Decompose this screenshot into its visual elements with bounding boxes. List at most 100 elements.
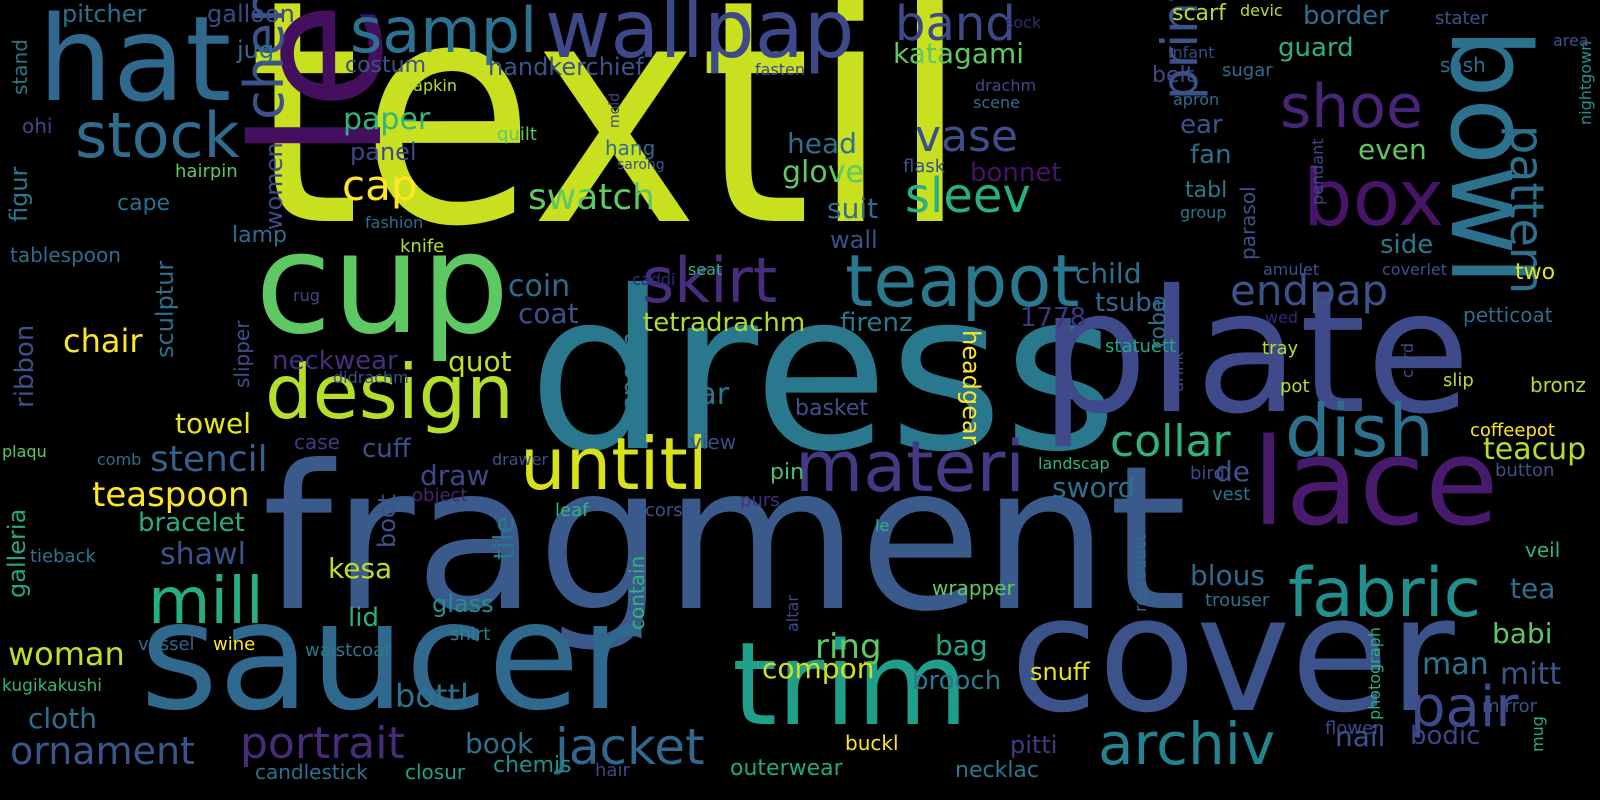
word: side [1380,230,1434,260]
word: altar [783,595,802,632]
word: babi [1492,617,1553,650]
word: hair [595,760,630,781]
word: basket [795,396,869,421]
word: case [294,430,340,454]
word: cap [342,161,418,210]
word: blous [1190,559,1266,592]
word: lid [348,603,379,633]
word: bonnet [970,158,1062,188]
word: jug [237,36,275,64]
word: wallpap [545,0,855,76]
word: nightgown [1576,40,1595,125]
word: vase [915,111,1018,162]
word: reproduct [1131,534,1150,612]
word: bracelet [138,508,245,538]
word: head [787,127,857,160]
word: coffeepot [1470,420,1555,441]
word: sash [1440,53,1486,77]
word: galloon [207,0,295,28]
word: sword [1052,471,1136,504]
word: ornament [10,729,195,773]
word: flask [903,156,946,177]
word: pitcher [62,0,147,28]
word: tabl [1185,178,1228,203]
word: pendant [1308,138,1327,205]
word: shawl [160,537,246,572]
word: stand [8,39,32,95]
word: swatch [528,177,655,218]
word: bronz [1530,373,1586,397]
word: ribbon [10,324,40,408]
word: contain [625,555,649,630]
word: drachm [975,76,1037,95]
word: didrachm [333,368,409,387]
word: pair [1410,675,1519,740]
word: teapot [845,239,1080,323]
word: cup [255,203,510,366]
word: group [1180,203,1227,222]
word: band [895,0,1016,52]
word: trouser [1205,590,1270,611]
word: plate [1040,254,1471,452]
word: sampl [350,0,538,67]
word: quilt [497,124,537,145]
word: hairpin [175,161,238,182]
word: tea [1510,572,1556,605]
word: costum [345,53,427,78]
word: sugar [1222,60,1273,81]
word: tieback [30,546,96,567]
word: child [1075,257,1142,290]
word: sleev [905,168,1031,224]
word: archiv [1098,710,1276,778]
word: fabric [1288,554,1482,633]
word: women [260,142,288,230]
word: sarong [617,157,665,173]
word: bird [1190,463,1225,484]
word: shoe [1280,72,1423,142]
word: stater [1435,8,1488,29]
word: waistcoat [305,640,392,661]
word: teaspoon [92,475,250,515]
word: view [690,430,737,454]
word: photograph [1365,627,1384,720]
word: tetradrachm [643,308,806,338]
word: lamp [232,223,287,248]
word: mitt [1500,657,1562,692]
word: sock [1005,13,1042,32]
word: purs [740,490,780,511]
word: untitl [520,422,708,506]
word: figur [5,166,33,222]
word: fashion [365,213,424,232]
word: tile [487,516,520,560]
word: box [1303,154,1444,244]
word: coat [518,297,579,330]
word: snuff [1030,658,1090,686]
word: landscap [1038,454,1110,473]
word: boot [373,493,401,548]
word: paper [343,102,431,137]
word: mug [1528,716,1547,752]
word: fan [1190,140,1232,170]
word: headgear [957,330,985,445]
word: glove [782,155,864,190]
word: area [1553,31,1589,50]
word: teacup [1483,432,1587,467]
word: coverlet [1382,260,1448,279]
word: chemis [493,753,572,778]
word: two [1515,260,1556,285]
word: amulet [1263,260,1320,279]
word: object [412,485,468,506]
word: dress [528,244,1118,500]
word: wrapper [932,576,1015,600]
word: portrait [240,718,405,769]
word: firenz [840,308,913,338]
word: vest [1212,484,1251,505]
word: mold [607,93,623,128]
word: pot [1280,376,1310,397]
word: lace [1252,414,1499,553]
word: panel [350,138,417,166]
word: design [265,348,514,436]
word: bottl [395,677,469,715]
word: necklac [955,758,1040,783]
